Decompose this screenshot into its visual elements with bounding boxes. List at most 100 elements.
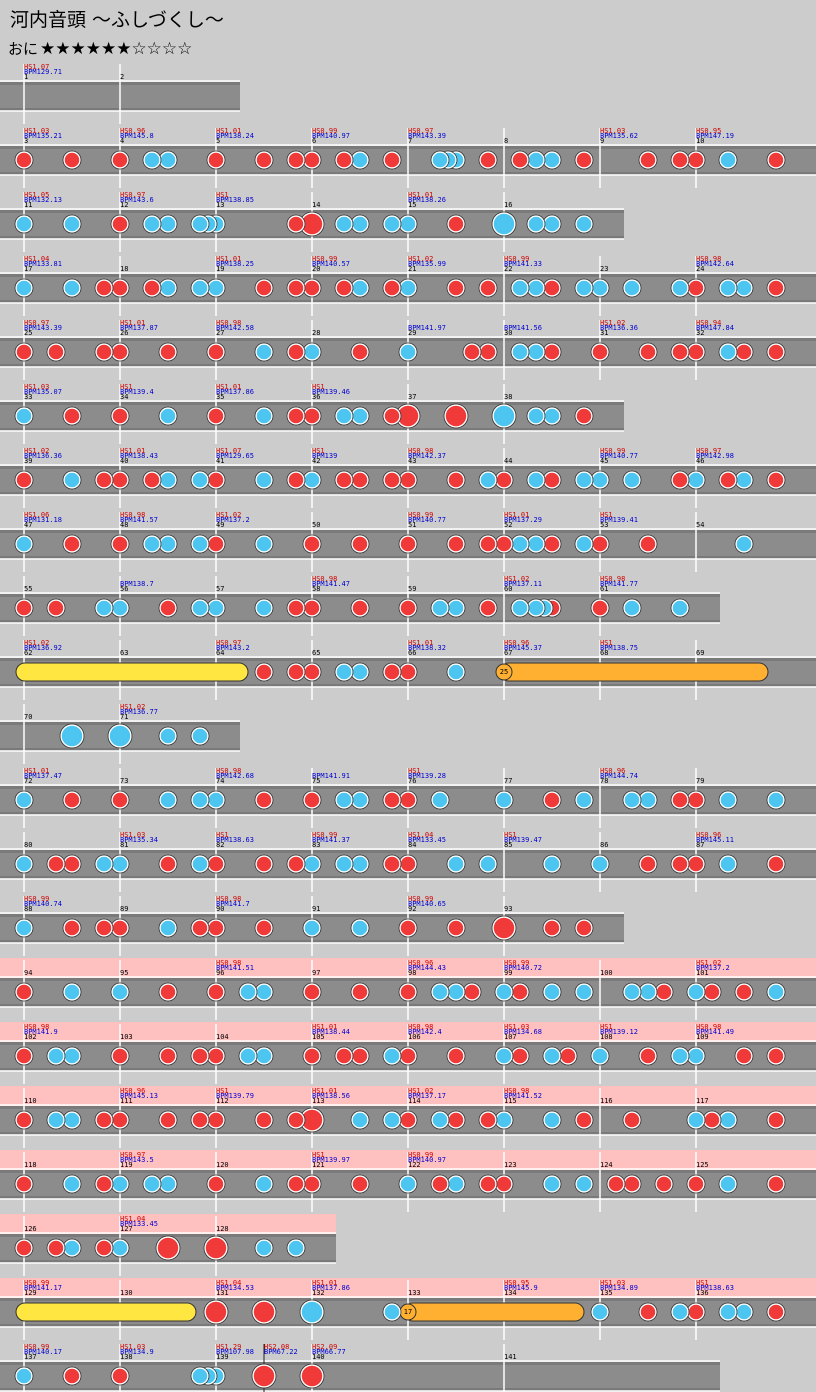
- note-outline: [158, 1046, 178, 1066]
- note-outline: [14, 598, 34, 618]
- note: [399, 343, 417, 361]
- note: [207, 1175, 225, 1193]
- note: [159, 599, 177, 617]
- note-outline: [62, 470, 82, 490]
- hs-label: HS1.02: [600, 319, 625, 327]
- measure-number: 88: [24, 905, 32, 913]
- note: [95, 1175, 113, 1193]
- note: [623, 1111, 641, 1129]
- note-outline: [382, 470, 402, 490]
- note: [511, 151, 529, 169]
- note-outline: [638, 1302, 658, 1322]
- note: [351, 407, 369, 425]
- note: [207, 1047, 225, 1065]
- hs-label: HS1: [312, 447, 325, 455]
- bpm-label: BPM140.97: [408, 1156, 446, 1164]
- bpm-label: BPM141.47: [312, 580, 350, 588]
- measure-number: 42: [312, 457, 320, 465]
- note: [63, 151, 81, 169]
- note-outline: [286, 1238, 306, 1258]
- note: [719, 279, 737, 297]
- measure-number: 117: [696, 1097, 709, 1105]
- bpm-label: BPM145.13: [120, 1092, 158, 1100]
- note: [207, 535, 225, 553]
- hs-label: HS0.96: [120, 1087, 145, 1095]
- note-outline: [14, 342, 34, 362]
- bpm-label: BPM137.86: [312, 1284, 350, 1292]
- note-outline: [670, 1046, 690, 1066]
- note: [639, 1303, 657, 1321]
- measure-number: 119: [120, 1161, 133, 1169]
- note: [575, 1111, 593, 1129]
- measure-number: 98: [408, 969, 416, 977]
- bpm-label: BPM139.28: [408, 772, 446, 780]
- note-outline: [350, 534, 370, 554]
- bpm-label: BPM143.39: [408, 132, 446, 140]
- note-outline: [142, 214, 162, 234]
- note: [447, 983, 465, 1001]
- note: [63, 407, 81, 425]
- balloon-count: 25: [500, 668, 508, 676]
- note: [351, 983, 369, 1001]
- note: [63, 1175, 81, 1193]
- note: [767, 1303, 785, 1321]
- note-outline: [62, 278, 82, 298]
- note: [655, 1175, 673, 1193]
- measure-number: 14: [312, 201, 320, 209]
- note: [351, 663, 369, 681]
- note: [639, 791, 657, 809]
- note: [719, 343, 737, 361]
- note-outline: [110, 790, 130, 810]
- measure-number: 60: [504, 585, 512, 593]
- note: [479, 343, 497, 361]
- bpm-label: BPM137.17: [408, 1092, 446, 1100]
- hs-label: HS1.03: [504, 1023, 529, 1031]
- note-outline: [190, 598, 210, 618]
- note: [383, 855, 401, 873]
- measure-number: 132: [312, 1289, 325, 1297]
- note: [575, 151, 593, 169]
- bpm-label: BPM143.2: [216, 644, 250, 652]
- measure-number: 110: [24, 1097, 37, 1105]
- note-outline: [766, 342, 786, 362]
- note-outline: [334, 1046, 354, 1066]
- measure-number: 26: [120, 329, 128, 337]
- measure-number: 2: [120, 73, 124, 81]
- note: [767, 1047, 785, 1065]
- note: [399, 471, 417, 489]
- note-outline: [446, 470, 466, 490]
- note: [575, 983, 593, 1001]
- hs-label: HS0.99: [408, 895, 433, 903]
- note-outline: [14, 278, 34, 298]
- note-outline: [766, 278, 786, 298]
- note: [543, 407, 561, 425]
- note: [543, 1111, 561, 1129]
- measure-number: 112: [216, 1097, 229, 1105]
- note-outline: [766, 854, 786, 874]
- hs-label: HS1.01: [312, 1087, 337, 1095]
- hs-label: HS1.03: [24, 127, 49, 135]
- bpm-label: BPM133.45: [408, 836, 446, 844]
- note-outline: [286, 278, 306, 298]
- note: [15, 343, 33, 361]
- measure-number: 18: [120, 265, 128, 273]
- bpm-label: BPM139.47: [504, 836, 542, 844]
- bpm-label: BPM141.7: [216, 900, 250, 908]
- note: [111, 407, 129, 425]
- bpm-label: BPM142.98: [696, 452, 734, 460]
- note-outline: [494, 1046, 514, 1066]
- note-outline: [158, 918, 178, 938]
- hs-label: HS0.98: [216, 767, 241, 775]
- measure-number: 101: [696, 969, 709, 977]
- note-outline: [14, 982, 34, 1002]
- hs-label: HS0.99: [600, 447, 625, 455]
- measure-number: 53: [600, 521, 608, 529]
- hs-label: HS1: [216, 1087, 229, 1095]
- note-outline: [574, 534, 594, 554]
- note-outline: [766, 470, 786, 490]
- hs-label: HS0.96: [600, 767, 625, 775]
- note-outline: [574, 790, 594, 810]
- note: [351, 151, 369, 169]
- note-outline: [574, 150, 594, 170]
- note-outline: [398, 982, 418, 1002]
